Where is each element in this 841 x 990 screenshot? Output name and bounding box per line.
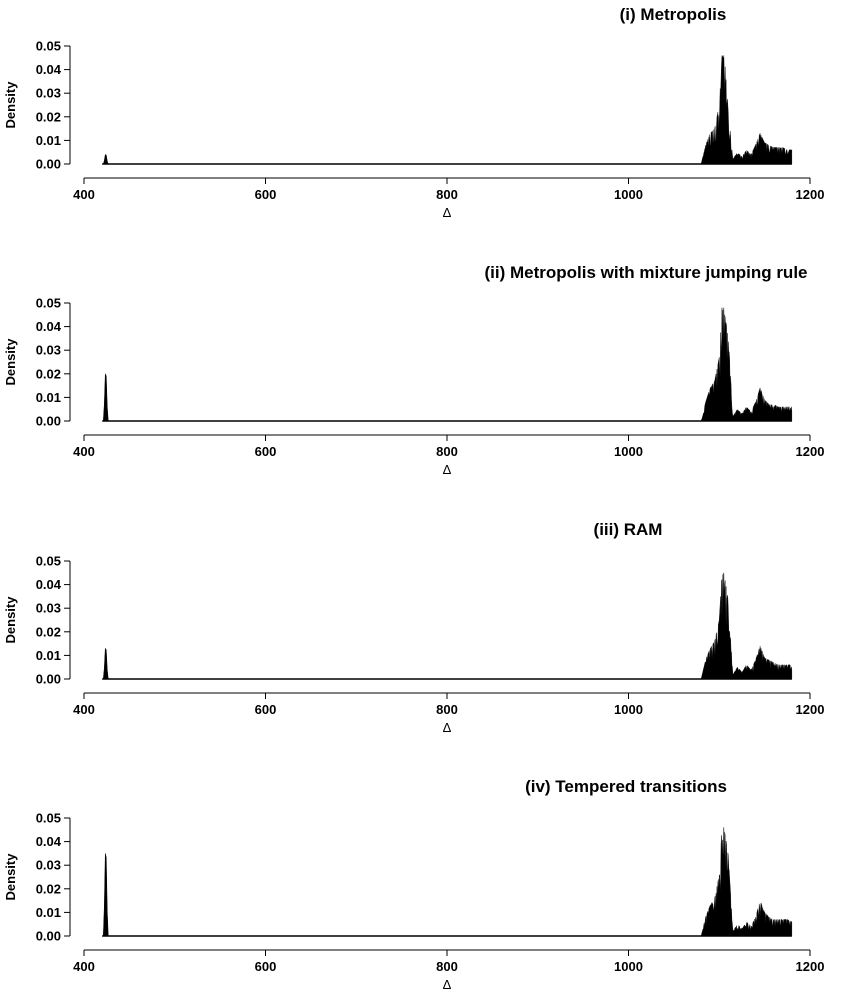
y-tick-label: 0.00: [36, 672, 61, 687]
y-axis-label: Density: [3, 596, 18, 644]
y-tick-label: 0.03: [36, 343, 61, 358]
y-axis-label: Density: [3, 81, 18, 129]
y-tick-label: 0.05: [36, 39, 61, 54]
y-axis-label: Density: [3, 338, 18, 386]
right-mode-peak: [721, 55, 726, 165]
x-axis-label: Δ: [443, 205, 452, 220]
y-tick-label: 0.02: [36, 881, 61, 896]
x-tick-label: 1200: [796, 702, 825, 717]
right-mode-cluster: [700, 832, 793, 937]
right-mode-cluster: [700, 574, 793, 680]
y-tick-label: 0.05: [36, 811, 61, 826]
left-mode-peak: [103, 647, 109, 680]
x-tick-label: 400: [73, 187, 95, 202]
panel-1: (i) Metropolis 0.00 0.01 0.02 0.03 0.04 0.05 De…: [3, 5, 824, 220]
x-tick-label: 1200: [796, 444, 825, 459]
y-tick-label: 0.02: [36, 366, 61, 381]
left-mode-peak: [102, 154, 109, 165]
right-mode-peak: [721, 827, 726, 937]
y-tick-label: 0.05: [36, 554, 61, 569]
y-tick-label: 0.01: [36, 905, 61, 920]
x-tick-label: 1200: [796, 187, 825, 202]
x-tick-label: 600: [255, 187, 277, 202]
x-axis-label: Δ: [443, 977, 452, 990]
right-mode-peak: [721, 572, 726, 680]
x-tick-label: 1000: [614, 187, 643, 202]
right-mode-peak: [721, 307, 726, 422]
y-axis-label: Density: [3, 853, 18, 901]
y-tick-label: 0.00: [36, 157, 61, 172]
y-tick-label: 0.02: [36, 624, 61, 639]
x-tick-label: 1000: [614, 959, 643, 974]
panel-title: (iii) RAM: [594, 520, 663, 539]
panel-4: (iv) Tempered transitions 0.00 0.01 0.02 0.0…: [3, 777, 824, 990]
x-tick-label: 600: [255, 444, 277, 459]
panel-3: (iii) RAM 0.00 0.01 0.02 0.03 0.04 0.05 Density…: [3, 520, 824, 735]
y-tick-label: 0.05: [36, 296, 61, 311]
panel-title: (iv) Tempered transitions: [525, 777, 727, 796]
x-tick-label: 600: [255, 702, 277, 717]
left-mode-peak: [103, 373, 109, 422]
x-tick-label: 400: [73, 959, 95, 974]
y-tick-label: 0.01: [36, 390, 61, 405]
x-tick-label: 1000: [614, 702, 643, 717]
y-tick-label: 0.03: [36, 858, 61, 873]
x-tick-label: 1200: [796, 959, 825, 974]
left-mode-peak: [103, 853, 109, 937]
x-tick-label: 400: [73, 702, 95, 717]
y-tick-label: 0.04: [36, 319, 62, 334]
y-tick-label: 0.04: [36, 834, 62, 849]
right-mode-cluster: [700, 54, 793, 165]
y-tick-label: 0.00: [36, 414, 61, 429]
panel-2: (ii) Metropolis with mixture jumping rul…: [3, 263, 824, 477]
y-tick-label: 0.02: [36, 109, 61, 124]
x-tick-label: 800: [436, 444, 458, 459]
x-tick-label: 600: [255, 959, 277, 974]
x-axis-label: Δ: [443, 462, 452, 477]
y-tick-label: 0.04: [36, 62, 62, 77]
y-tick-label: 0.03: [36, 86, 61, 101]
y-tick-label: 0.00: [36, 929, 61, 944]
x-tick-label: 800: [436, 187, 458, 202]
x-tick-label: 800: [436, 959, 458, 974]
y-tick-label: 0.01: [36, 133, 61, 148]
x-tick-label: 400: [73, 444, 95, 459]
x-tick-label: 800: [436, 702, 458, 717]
x-axis-label: Δ: [443, 720, 452, 735]
panel-title: (i) Metropolis: [620, 5, 727, 24]
panel-title: (ii) Metropolis with mixture jumping rul…: [484, 263, 807, 282]
x-tick-label: 1000: [614, 444, 643, 459]
y-tick-label: 0.01: [36, 648, 61, 663]
y-tick-label: 0.04: [36, 577, 62, 592]
y-tick-label: 0.03: [36, 601, 61, 616]
right-mode-cluster: [700, 307, 793, 422]
